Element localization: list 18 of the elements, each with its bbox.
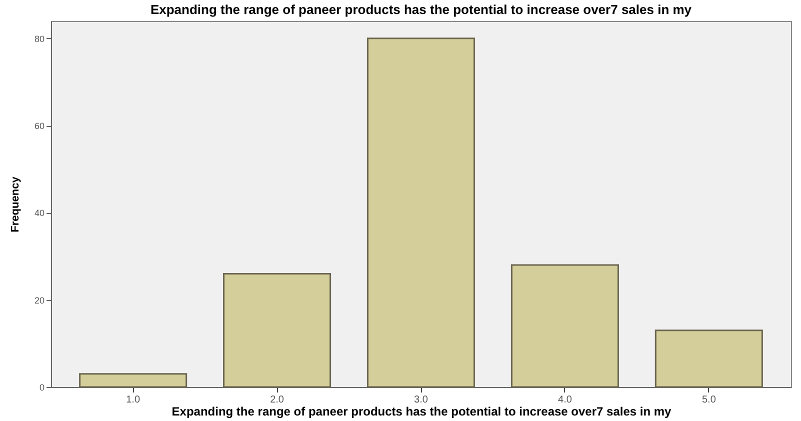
bar xyxy=(510,264,619,388)
y-tick-label: 80 xyxy=(34,34,44,44)
chart-title: Expanding the range of paneer products has the potential to increase over7 sales in my xyxy=(150,2,692,17)
y-axis-title: Frequency xyxy=(9,176,22,232)
x-tick-label: 4.0 xyxy=(558,394,572,406)
x-tick-label: 1.0 xyxy=(126,394,140,406)
y-tick-label: 60 xyxy=(34,121,44,132)
bar xyxy=(79,373,188,388)
x-tick-label: 2.0 xyxy=(270,394,284,406)
y-tick-label: 0 xyxy=(39,382,44,392)
y-tick-label: 40 xyxy=(34,208,44,218)
x-axis-title: Expanding the range of paneer products has the potential to increase over7 sales in my xyxy=(172,404,672,418)
x-tick-label: 3.0 xyxy=(414,394,428,406)
x-tick-label: 5.0 xyxy=(702,394,716,406)
bar xyxy=(366,38,476,388)
y-tick-label: 20 xyxy=(34,295,44,306)
bar xyxy=(654,330,763,388)
bar xyxy=(223,272,332,388)
